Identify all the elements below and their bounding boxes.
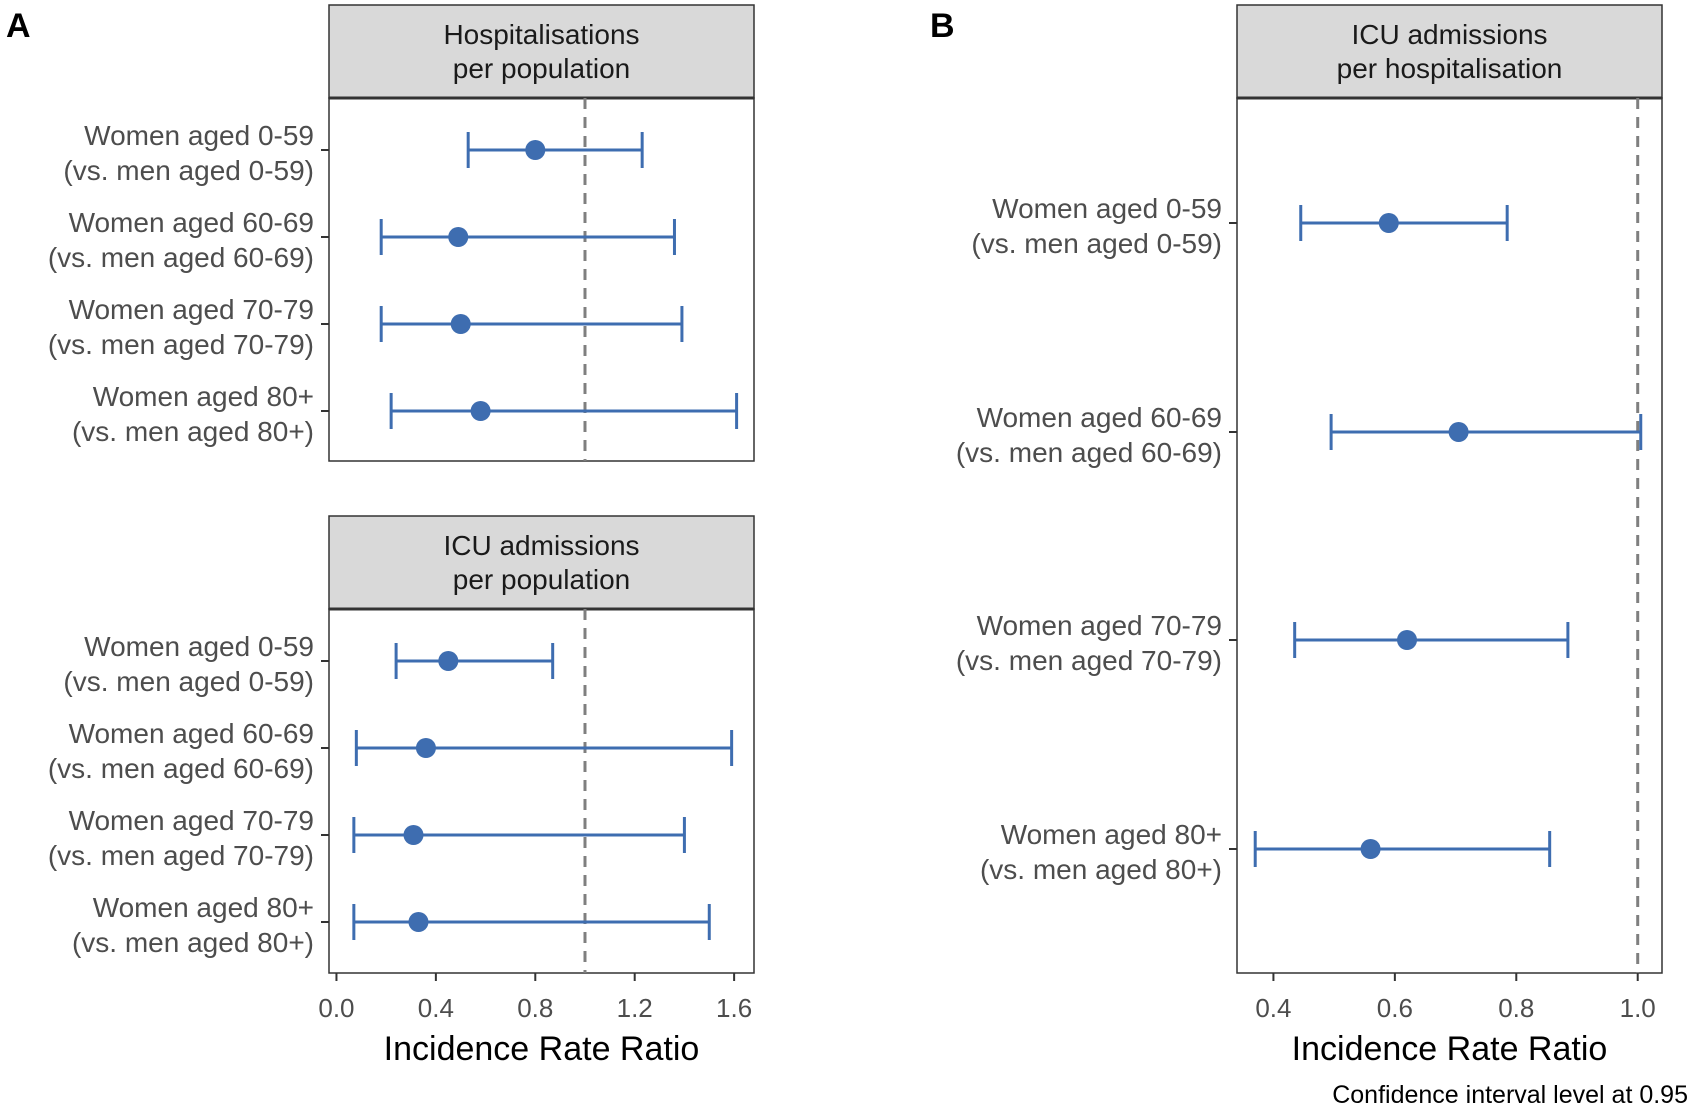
x-tick-label: 0.8: [1498, 993, 1534, 1023]
x-tick-label: 1.2: [617, 993, 653, 1023]
facet-strip-title: Hospitalisations: [443, 19, 639, 50]
x-axis-title: Incidence Rate Ratio: [1292, 1030, 1608, 1068]
estimate-point: [450, 314, 471, 334]
category-label: Women aged 80+: [1001, 819, 1222, 850]
category-label: Women aged 0-59: [992, 193, 1222, 224]
estimate-point: [403, 825, 424, 845]
x-tick-label: 0.8: [517, 993, 553, 1023]
category-label: Women aged 0-59: [84, 631, 314, 662]
estimate-point: [1448, 422, 1469, 442]
category-label: Women aged 70-79: [69, 294, 314, 325]
confidence-caption: Confidence interval level at 0.95: [1332, 1081, 1688, 1109]
x-tick-label: 0.4: [418, 993, 454, 1023]
category-label: Women aged 60-69: [977, 402, 1222, 433]
category-label: (vs. men aged 70-79): [48, 840, 314, 871]
category-label: (vs. men aged 60-69): [48, 242, 314, 273]
estimate-point: [438, 651, 459, 671]
plot-panel-border: [328, 608, 755, 974]
category-label: (vs. men aged 0-59): [971, 228, 1222, 259]
panel-letter: A: [6, 7, 31, 45]
facet-strip-title: per population: [453, 564, 630, 595]
category-label: (vs. men aged 60-69): [48, 753, 314, 784]
facet-strip: [1236, 4, 1663, 99]
facet-strip: [328, 4, 755, 99]
facet-strip-title: ICU admissions: [443, 530, 639, 561]
category-label: (vs. men aged 80+): [980, 854, 1222, 885]
panel-letter: B: [930, 7, 955, 45]
estimate-point: [415, 738, 436, 758]
x-tick-label: 0.0: [318, 993, 354, 1023]
category-label: (vs. men aged 80+): [72, 416, 314, 447]
estimate-point: [1397, 630, 1417, 650]
x-axis-title: Incidence Rate Ratio: [384, 1030, 700, 1068]
category-label: (vs. men aged 70-79): [956, 645, 1222, 676]
estimate-point: [448, 227, 469, 247]
category-label: (vs. men aged 60-69): [956, 437, 1222, 468]
x-tick-label: 1.0: [1620, 993, 1656, 1023]
estimate-point: [1378, 213, 1399, 233]
category-label: (vs. men aged 80+): [72, 927, 314, 958]
estimate-point: [1360, 839, 1381, 859]
x-tick-label: 0.6: [1377, 993, 1413, 1023]
category-label: (vs. men aged 70-79): [48, 329, 314, 360]
category-label: Women aged 60-69: [69, 207, 314, 238]
estimate-point: [525, 140, 546, 160]
estimate-point: [470, 401, 491, 421]
estimate-point: [408, 912, 429, 932]
facet-strip-title: ICU admissions: [1351, 19, 1547, 50]
category-label: Women aged 0-59: [84, 120, 314, 151]
category-label: Women aged 70-79: [69, 805, 314, 836]
facet-strip-title: per hospitalisation: [1337, 53, 1563, 84]
category-label: Women aged 80+: [93, 892, 314, 923]
category-label: Women aged 80+: [93, 381, 314, 412]
category-label: (vs. men aged 0-59): [63, 155, 314, 186]
x-tick-label: 0.4: [1255, 993, 1291, 1023]
facet-strip: [328, 515, 755, 610]
x-tick-label: 1.6: [716, 993, 752, 1023]
category-label: (vs. men aged 0-59): [63, 666, 314, 697]
facet-strip-title: per population: [453, 53, 630, 84]
category-label: Women aged 60-69: [69, 718, 314, 749]
category-label: Women aged 70-79: [977, 610, 1222, 641]
